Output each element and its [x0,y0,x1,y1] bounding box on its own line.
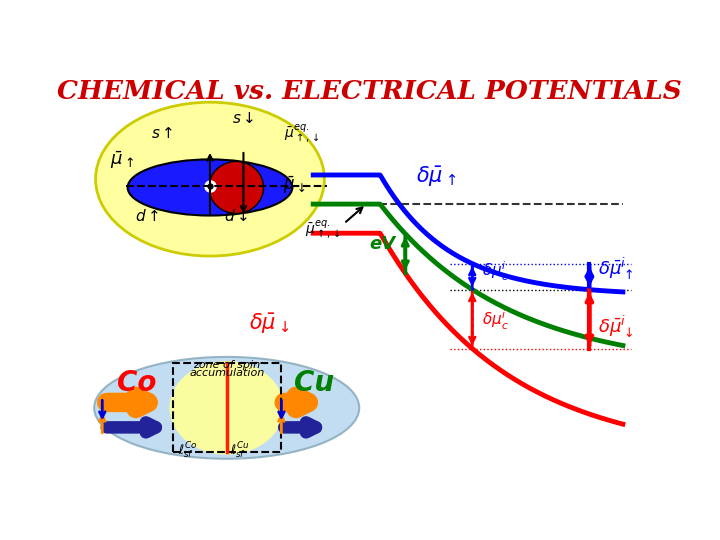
Text: $\delta\bar{\mu}_\uparrow$: $\delta\bar{\mu}_\uparrow$ [416,165,456,190]
Text: $\delta\mu_c^i$: $\delta\mu_c^i$ [482,308,509,332]
Text: $s\uparrow$: $s\uparrow$ [151,126,174,140]
Text: Co: Co [117,369,156,397]
Ellipse shape [96,102,324,256]
Text: $\delta\mu_c^i$: $\delta\mu_c^i$ [482,260,509,283]
Text: Cu: Cu [294,369,334,397]
Ellipse shape [127,159,292,215]
Text: $\bar{\mu}_\downarrow$: $\bar{\mu}_\downarrow$ [282,175,305,197]
Text: $s\downarrow$: $s\downarrow$ [233,111,255,126]
Ellipse shape [169,361,284,455]
Text: $\bar{\mu}^{eq.}_{\uparrow,\downarrow}$: $\bar{\mu}^{eq.}_{\uparrow,\downarrow}$ [305,218,341,241]
Ellipse shape [94,357,359,459]
Text: $\ell^{Cu}_{sf}$: $\ell^{Cu}_{sf}$ [230,441,249,461]
Ellipse shape [209,161,264,213]
Text: $\delta\bar{\mu}_\downarrow$: $\delta\bar{\mu}_\downarrow$ [249,311,289,335]
Text: $d\downarrow$: $d\downarrow$ [224,208,248,224]
Text: eV: eV [369,235,395,253]
Text: $\bar{\mu}_\uparrow$: $\bar{\mu}_\uparrow$ [109,150,134,171]
Text: $\bar{\mu}^{eq.}_{\uparrow,\downarrow}$: $\bar{\mu}^{eq.}_{\uparrow,\downarrow}$ [284,123,320,145]
Text: $d\uparrow$: $d\uparrow$ [135,208,159,224]
Text: $\ell^{Co}_{sf}$: $\ell^{Co}_{sf}$ [178,441,197,461]
Text: $\delta\bar{\mu}^i_\uparrow$: $\delta\bar{\mu}^i_\uparrow$ [598,255,633,282]
Text: zone of spin: zone of spin [193,360,260,369]
Text: CHEMICAL vs. ELECTRICAL POTENTIALS: CHEMICAL vs. ELECTRICAL POTENTIALS [57,79,681,104]
Text: accumulation: accumulation [189,368,264,378]
Text: $\delta\bar{\mu}^i_\downarrow$: $\delta\bar{\mu}^i_\downarrow$ [598,313,633,339]
